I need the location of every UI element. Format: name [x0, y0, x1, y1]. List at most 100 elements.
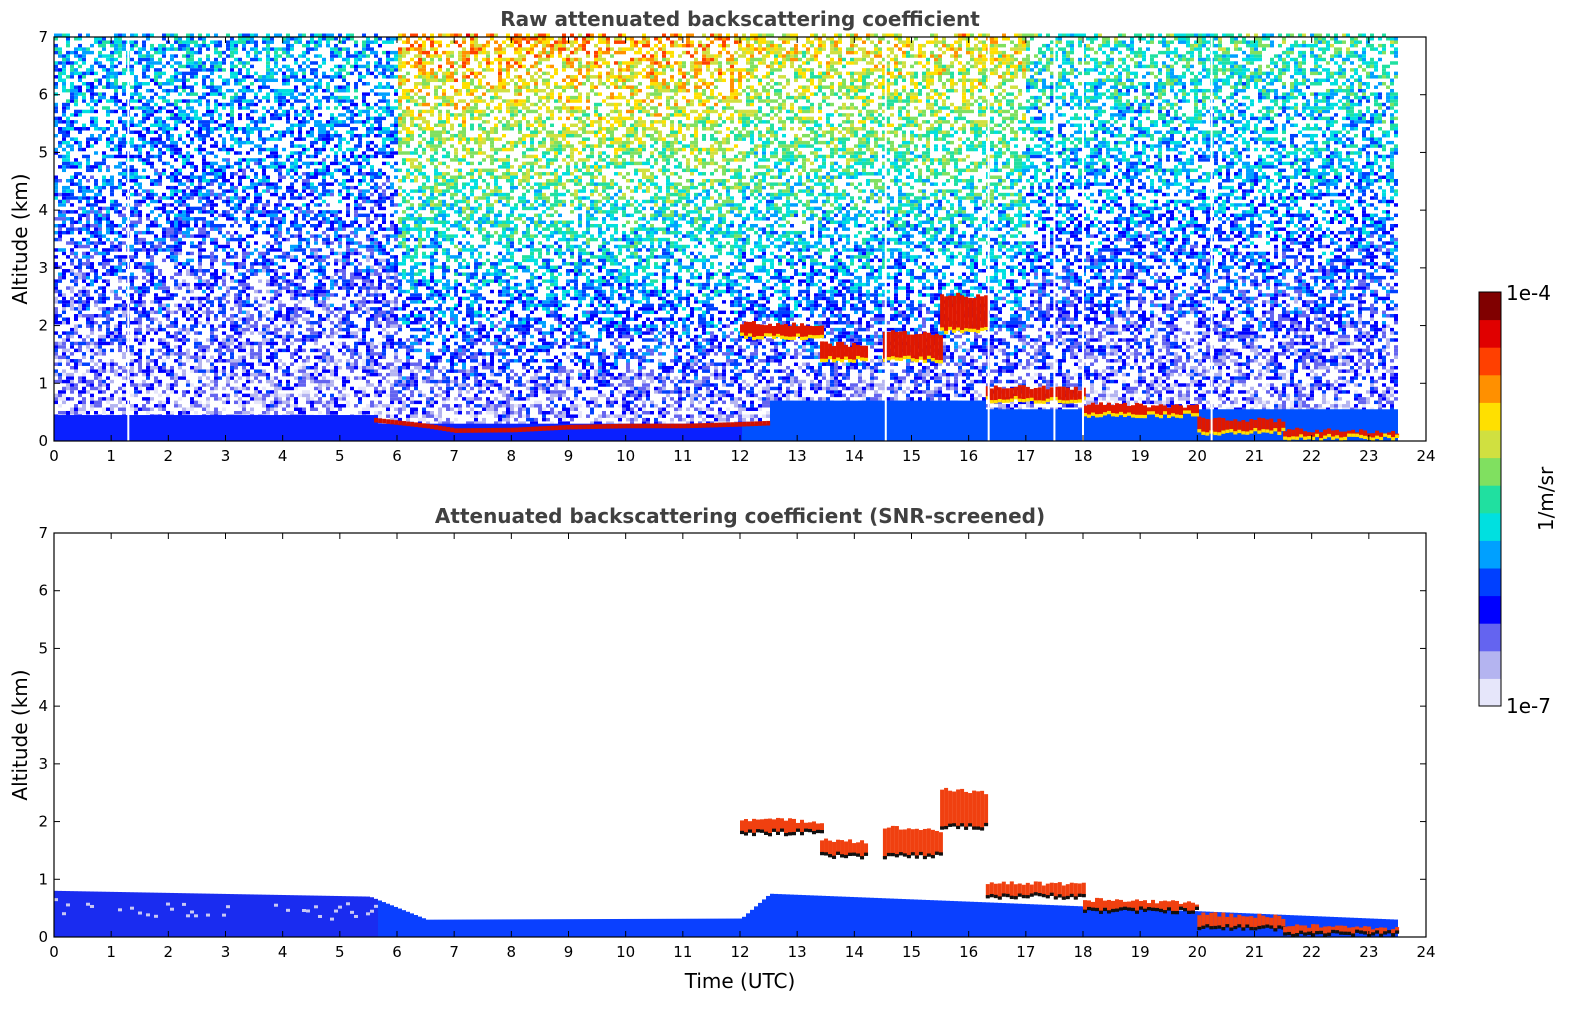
noise-cell — [274, 88, 278, 93]
noise-cell — [254, 352, 258, 356]
noise-cell — [110, 54, 114, 58]
noise-cell — [82, 289, 86, 294]
noise-cell — [270, 68, 274, 72]
noise-cell — [242, 369, 246, 373]
noise-cell — [346, 324, 350, 328]
noise-cell — [250, 33, 254, 37]
noise-cell — [202, 175, 206, 179]
noise-cell — [346, 203, 350, 207]
noise-cell — [222, 168, 226, 173]
noise-cell — [298, 300, 302, 304]
noise-cell — [318, 282, 322, 287]
noise-cell — [230, 109, 234, 114]
noise-cell — [294, 317, 298, 321]
noise-cell — [174, 237, 178, 242]
noise-cell — [222, 137, 226, 141]
noise-cell — [114, 265, 118, 270]
noise-cell — [326, 123, 330, 128]
noise-cell — [206, 269, 210, 273]
noise-cell — [302, 213, 306, 218]
noise-cell — [134, 168, 138, 173]
noise-cell — [322, 393, 326, 398]
noise-cell — [250, 40, 254, 44]
noise-cell — [106, 106, 110, 110]
noise-cell — [350, 355, 354, 360]
noise-cell — [202, 133, 206, 138]
noise-cell — [110, 244, 114, 249]
noise-cell — [290, 192, 294, 197]
noise-cell — [298, 133, 302, 138]
noise-cell — [178, 92, 182, 96]
noise-cell — [198, 251, 202, 256]
noise-cell — [166, 248, 170, 252]
noise-cell — [82, 244, 86, 249]
noise-cell — [182, 40, 186, 44]
noise-cell — [218, 223, 222, 228]
noise-cell — [206, 172, 210, 176]
noise-cell — [178, 376, 182, 380]
noise-cell — [202, 223, 206, 228]
noise-cell — [218, 185, 222, 190]
noise-cell — [310, 116, 314, 121]
noise-cell — [222, 369, 226, 373]
noise-cell — [174, 102, 178, 107]
noise-cell — [270, 282, 274, 287]
noise-cell — [150, 113, 154, 117]
noise-cell — [118, 230, 122, 235]
noise-cell — [366, 379, 370, 384]
noise-cell — [178, 99, 182, 103]
noise-cell — [62, 272, 66, 276]
noise-cell — [146, 410, 150, 415]
noise-cell — [162, 241, 166, 245]
noise-cell — [102, 196, 106, 200]
noise-cell — [190, 172, 194, 176]
noise-cell — [182, 265, 186, 270]
noise-cell — [250, 82, 254, 86]
noise-cell — [166, 355, 170, 360]
noise-cell — [218, 345, 222, 349]
noise-cell — [198, 151, 202, 155]
noise-cell — [118, 327, 122, 332]
noise-cell — [66, 372, 70, 377]
noise-cell — [142, 348, 146, 353]
noise-cell — [326, 37, 330, 41]
noise-cell — [298, 272, 302, 276]
noise-cell — [134, 352, 138, 356]
noise-cell — [310, 40, 314, 44]
noise-cell — [162, 206, 166, 211]
noise-cell — [354, 43, 358, 48]
noise-cell — [266, 64, 270, 69]
noise-cell — [274, 324, 278, 328]
noise-cell — [322, 376, 326, 380]
noise-cell — [294, 71, 298, 76]
noise-cell — [254, 47, 258, 51]
noise-cell — [158, 206, 162, 211]
noise-cell — [62, 331, 66, 335]
noise-cell — [118, 307, 122, 311]
noise-cell — [250, 397, 254, 401]
noise-cell — [302, 341, 306, 346]
noise-cell — [278, 47, 282, 51]
noise-cell — [270, 248, 274, 252]
noise-cell — [326, 106, 330, 110]
noise-cell — [234, 130, 238, 134]
noise-cell — [310, 269, 314, 273]
noise-cell — [102, 296, 106, 301]
noise-cell — [282, 50, 286, 55]
noise-cell — [58, 237, 62, 242]
noise-cell — [170, 320, 174, 325]
noise-cell — [54, 255, 58, 259]
noise-cell — [274, 206, 278, 211]
noise-cell — [190, 175, 194, 179]
noise-cell — [90, 397, 94, 401]
noise-cell — [102, 217, 106, 221]
noise-cell — [306, 182, 310, 186]
noise-cell — [78, 227, 82, 231]
noise-cell — [254, 33, 258, 37]
noise-cell — [110, 265, 114, 270]
noise-cell — [86, 320, 90, 325]
noise-cell — [254, 393, 258, 398]
noise-cell — [194, 50, 198, 55]
noise-cell — [286, 109, 290, 114]
noise-cell — [78, 341, 82, 346]
